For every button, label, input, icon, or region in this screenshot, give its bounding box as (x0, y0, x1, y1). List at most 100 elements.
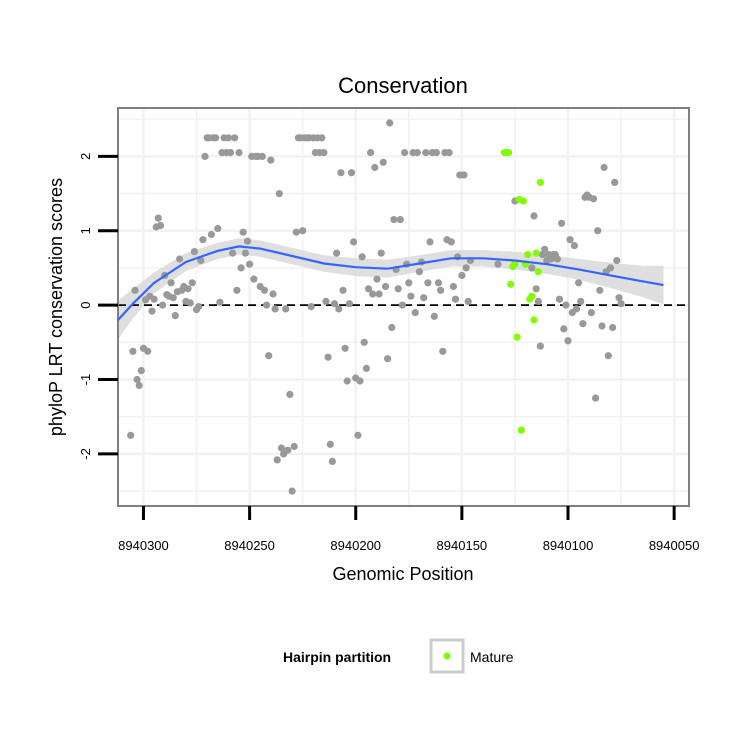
x-tick-label: 8940300 (118, 538, 169, 553)
point-other (154, 214, 162, 222)
point-other (207, 230, 215, 239)
point-mature (524, 251, 532, 259)
legend-key-mature-point (443, 652, 451, 660)
point-other (243, 237, 252, 245)
point-other (267, 156, 275, 164)
point-other (186, 299, 194, 307)
point-other (263, 301, 271, 309)
smooth-trend-line (117, 245, 664, 321)
point-other (188, 279, 196, 287)
plot-border (117, 107, 690, 507)
point-other (460, 171, 468, 179)
point-other (201, 152, 209, 160)
point-other (594, 227, 602, 235)
point-other (564, 337, 572, 345)
point-other (364, 285, 373, 293)
point-other (562, 301, 570, 309)
point-other (235, 149, 243, 157)
y-tick-label: 2 (78, 153, 93, 160)
point-other (237, 264, 245, 272)
point-mature (528, 292, 536, 300)
point-other (558, 219, 566, 227)
point-other (613, 256, 621, 265)
point-other (326, 440, 334, 448)
x-tick-label: 8940250 (224, 538, 275, 553)
point-other (307, 303, 315, 311)
point-other (579, 320, 587, 328)
point-mature (530, 316, 538, 324)
point-other (606, 264, 615, 272)
point-other (394, 285, 402, 293)
point-other (333, 249, 341, 257)
point-other (437, 286, 445, 294)
point-other (432, 149, 440, 157)
point-other (413, 149, 421, 157)
point-other (589, 195, 598, 203)
point-other (127, 431, 135, 439)
point-other (362, 364, 370, 372)
point-other (464, 297, 472, 305)
point-other (347, 169, 356, 177)
point-other (534, 297, 542, 305)
point-other (212, 134, 220, 142)
point-other (494, 260, 502, 268)
point-other (555, 295, 564, 303)
point-other (434, 279, 443, 287)
point-other (337, 169, 345, 177)
point-other (159, 301, 167, 309)
point-other (553, 255, 562, 263)
x-tick-label: 8940200 (330, 538, 381, 553)
point-other (288, 487, 296, 495)
point-other (536, 342, 545, 350)
point-mature (517, 426, 525, 434)
point-other (424, 279, 432, 287)
point-other (195, 303, 203, 311)
point-other (575, 279, 583, 287)
y-tick-label: -1 (78, 374, 93, 386)
point-other (371, 163, 379, 172)
point-other (169, 294, 177, 302)
point-other (354, 431, 362, 439)
y-tick-label: -2 (78, 448, 93, 460)
point-other (246, 260, 254, 268)
point-other (184, 285, 192, 293)
point-other (375, 290, 383, 298)
point-other (611, 178, 619, 186)
point-other (328, 457, 336, 465)
point-other (318, 134, 326, 142)
point-other (277, 444, 285, 452)
point-other (462, 264, 470, 272)
point-other (239, 228, 247, 236)
point-other (269, 290, 277, 298)
point-other (615, 294, 623, 302)
x-axis: 8940300 8940250 8940200 8940150 8940100 89400… (118, 506, 699, 553)
point-other (411, 309, 419, 317)
plot-panel (117, 107, 690, 507)
y-tick-label: 0 (78, 302, 93, 309)
point-other (144, 347, 152, 355)
point-other (445, 149, 453, 157)
point-other (275, 190, 283, 198)
point-other (199, 236, 207, 244)
legend: Hairpin partition Mature (283, 638, 514, 674)
point-other (617, 300, 625, 308)
point-other (135, 381, 143, 390)
point-other (216, 298, 224, 306)
x-tick-label: 8940100 (543, 538, 594, 553)
point-other (131, 286, 139, 294)
point-other (528, 264, 536, 272)
point-other (350, 238, 358, 246)
point-other (384, 355, 392, 363)
point-other (415, 268, 423, 276)
point-other (224, 134, 232, 142)
point-other (596, 286, 604, 294)
point-other (284, 446, 292, 454)
point-other (396, 216, 404, 224)
point-other (260, 286, 269, 294)
point-other (600, 163, 608, 172)
point-other (273, 456, 281, 464)
point-other (405, 279, 413, 287)
data-points (127, 119, 625, 495)
point-other (398, 301, 406, 309)
